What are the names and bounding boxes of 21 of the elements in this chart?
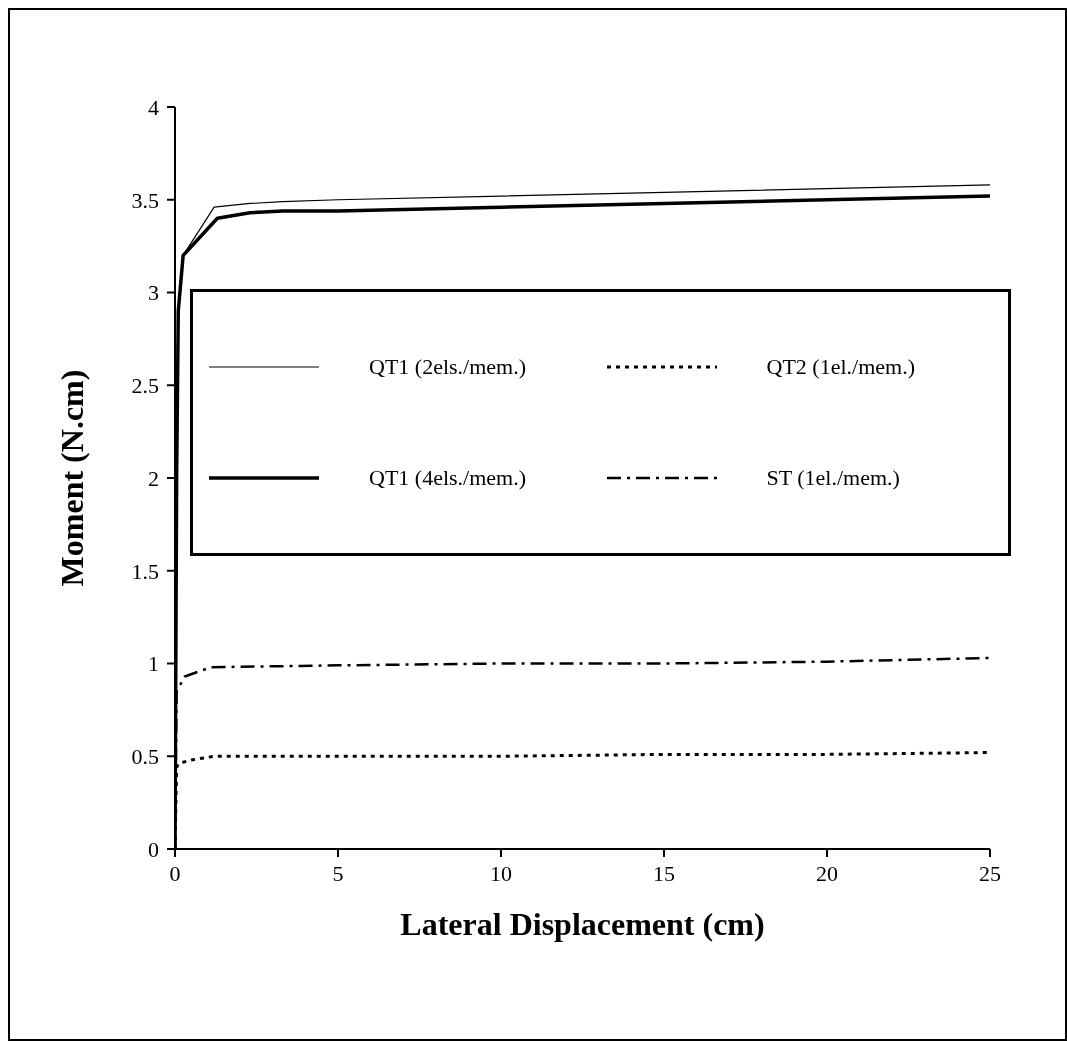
y-tick-label: 0 [148,836,159,862]
legend-label: ST (1el./mem.) [766,464,900,491]
y-axis-title: Moment (N.cm) [53,369,91,587]
x-tick-label: 10 [490,860,512,886]
y-tick-label: 1 [148,651,159,677]
x-tick-label: 25 [979,860,1001,886]
y-tick-label: 3 [148,280,159,306]
y-tick-label: 4 [148,94,159,120]
x-axis-title: Lateral Displacement (cm) [400,906,765,942]
y-tick-label: 2 [148,465,159,491]
legend-label: QT1 (4els./mem.) [369,464,527,491]
y-tick-label: 1.5 [131,558,159,584]
x-tick-label: 5 [332,860,344,886]
y-tick-label: 0.5 [131,744,159,770]
y-tick-label: 3.5 [131,187,159,213]
legend-label: QT1 (2els./mem.) [369,354,527,381]
x-tick-label: 0 [169,860,181,886]
x-tick-label: 20 [816,860,838,886]
x-tick-label: 15 [653,860,675,886]
y-tick-label: 2.5 [131,373,159,399]
legend-label: QT2 (1el./mem.) [766,354,915,381]
